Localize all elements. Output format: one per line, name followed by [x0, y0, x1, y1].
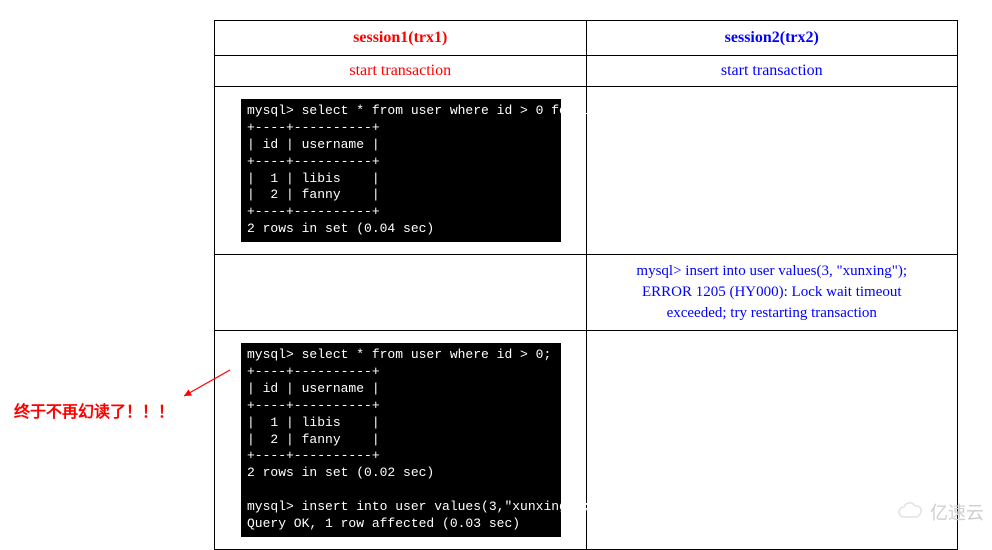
cloud-icon	[896, 502, 926, 522]
terminal-wrapper: mysql> select * from user where id > 0 f…	[241, 99, 561, 242]
session-comparison-table: session1(trx1) session2(trx2) start tran…	[214, 20, 958, 550]
row1-session2: start transaction	[586, 56, 958, 87]
callout-arrow-icon	[180, 370, 240, 410]
row2-session2-cell	[586, 87, 958, 255]
table-row: mysql> select * from user where id > 0 f…	[215, 87, 958, 255]
terminal-output: mysql> select * from user where id > 0; …	[241, 343, 561, 537]
terminal-output: mysql> select * from user where id > 0 f…	[241, 99, 561, 242]
row3-session1-cell	[215, 255, 587, 331]
row3-session2-cell: mysql> insert into user values(3, "xunxi…	[586, 255, 958, 331]
error-line-1: mysql> insert into user values(3, "xunxi…	[593, 261, 952, 282]
header-session2: session2(trx2)	[586, 21, 958, 56]
header-session1: session1(trx1)	[215, 21, 587, 56]
table-header-row: session1(trx1) session2(trx2)	[215, 21, 958, 56]
table-row: start transaction start transaction	[215, 56, 958, 87]
comparison-table-container: session1(trx1) session2(trx2) start tran…	[214, 20, 958, 550]
callout-text: 终于不再幻读了！！！	[14, 398, 174, 422]
watermark: 亿速云	[896, 499, 984, 525]
table-row: mysql> insert into user values(3, "xunxi…	[215, 255, 958, 331]
row4-session1-cell: mysql> select * from user where id > 0; …	[215, 331, 587, 550]
row1-session1: start transaction	[215, 56, 587, 87]
watermark-text: 亿速云	[930, 499, 984, 525]
terminal-wrapper: mysql> select * from user where id > 0; …	[241, 343, 561, 537]
row2-session1-cell: mysql> select * from user where id > 0 f…	[215, 87, 587, 255]
error-line-2: ERROR 1205 (HY000): Lock wait timeout	[593, 282, 952, 303]
table-row: mysql> select * from user where id > 0; …	[215, 331, 958, 550]
error-line-3: exceeded; try restarting transaction	[593, 303, 952, 324]
